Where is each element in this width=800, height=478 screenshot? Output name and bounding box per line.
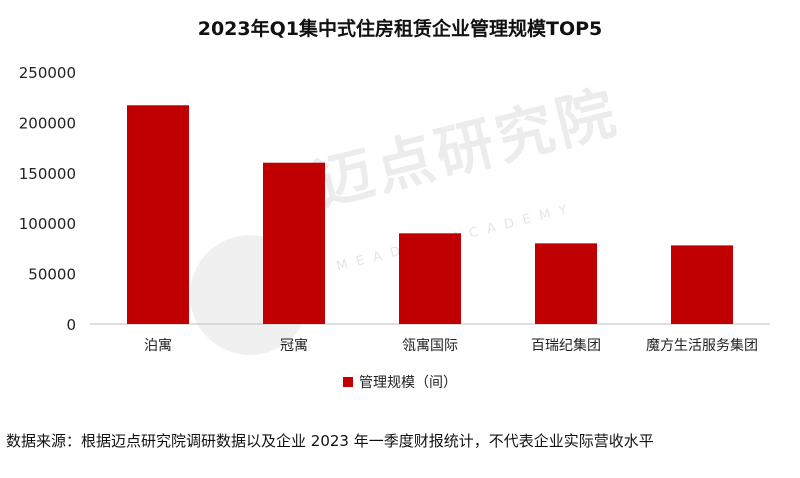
x-category-label: 魔方生活服务集团 xyxy=(646,337,758,354)
y-tick-label: 250000 xyxy=(19,64,76,82)
legend-swatch xyxy=(343,377,353,387)
chart-title: 2023年Q1集中式住房租赁企业管理规模TOP5 xyxy=(197,18,603,40)
x-category-label: 冠寓 xyxy=(280,337,308,354)
y-tick-label: 200000 xyxy=(19,114,76,132)
x-category-label: 泊寓 xyxy=(144,337,172,354)
x-category-label: 瓴寓国际 xyxy=(402,337,458,354)
legend: 管理规模（间） xyxy=(0,372,800,392)
x-category-label: 百瑞纪集团 xyxy=(531,337,601,354)
bar-chart: 0 50000 100000 150000 200000 250000 泊寓 冠寓 瓴寓国际 百瑞… xyxy=(19,64,770,354)
legend-label: 管理规模（间） xyxy=(359,375,457,391)
bar xyxy=(263,162,325,324)
bar xyxy=(671,245,733,324)
y-tick-label: 0 xyxy=(66,316,76,334)
bar xyxy=(399,233,461,324)
y-tick-label: 50000 xyxy=(28,266,76,284)
source-note: 数据来源：根据迈点研究院调研数据以及企业 2023 年一季度财报统计，不代表企业… xyxy=(6,432,654,450)
y-tick-label: 150000 xyxy=(19,165,76,183)
bar xyxy=(127,105,189,324)
y-tick-label: 100000 xyxy=(19,215,76,233)
bar xyxy=(535,243,597,324)
chart-area: 2023年Q1集中式住房租赁企业管理规模TOP5 迈点研究院 MEADIN AC… xyxy=(0,18,800,392)
